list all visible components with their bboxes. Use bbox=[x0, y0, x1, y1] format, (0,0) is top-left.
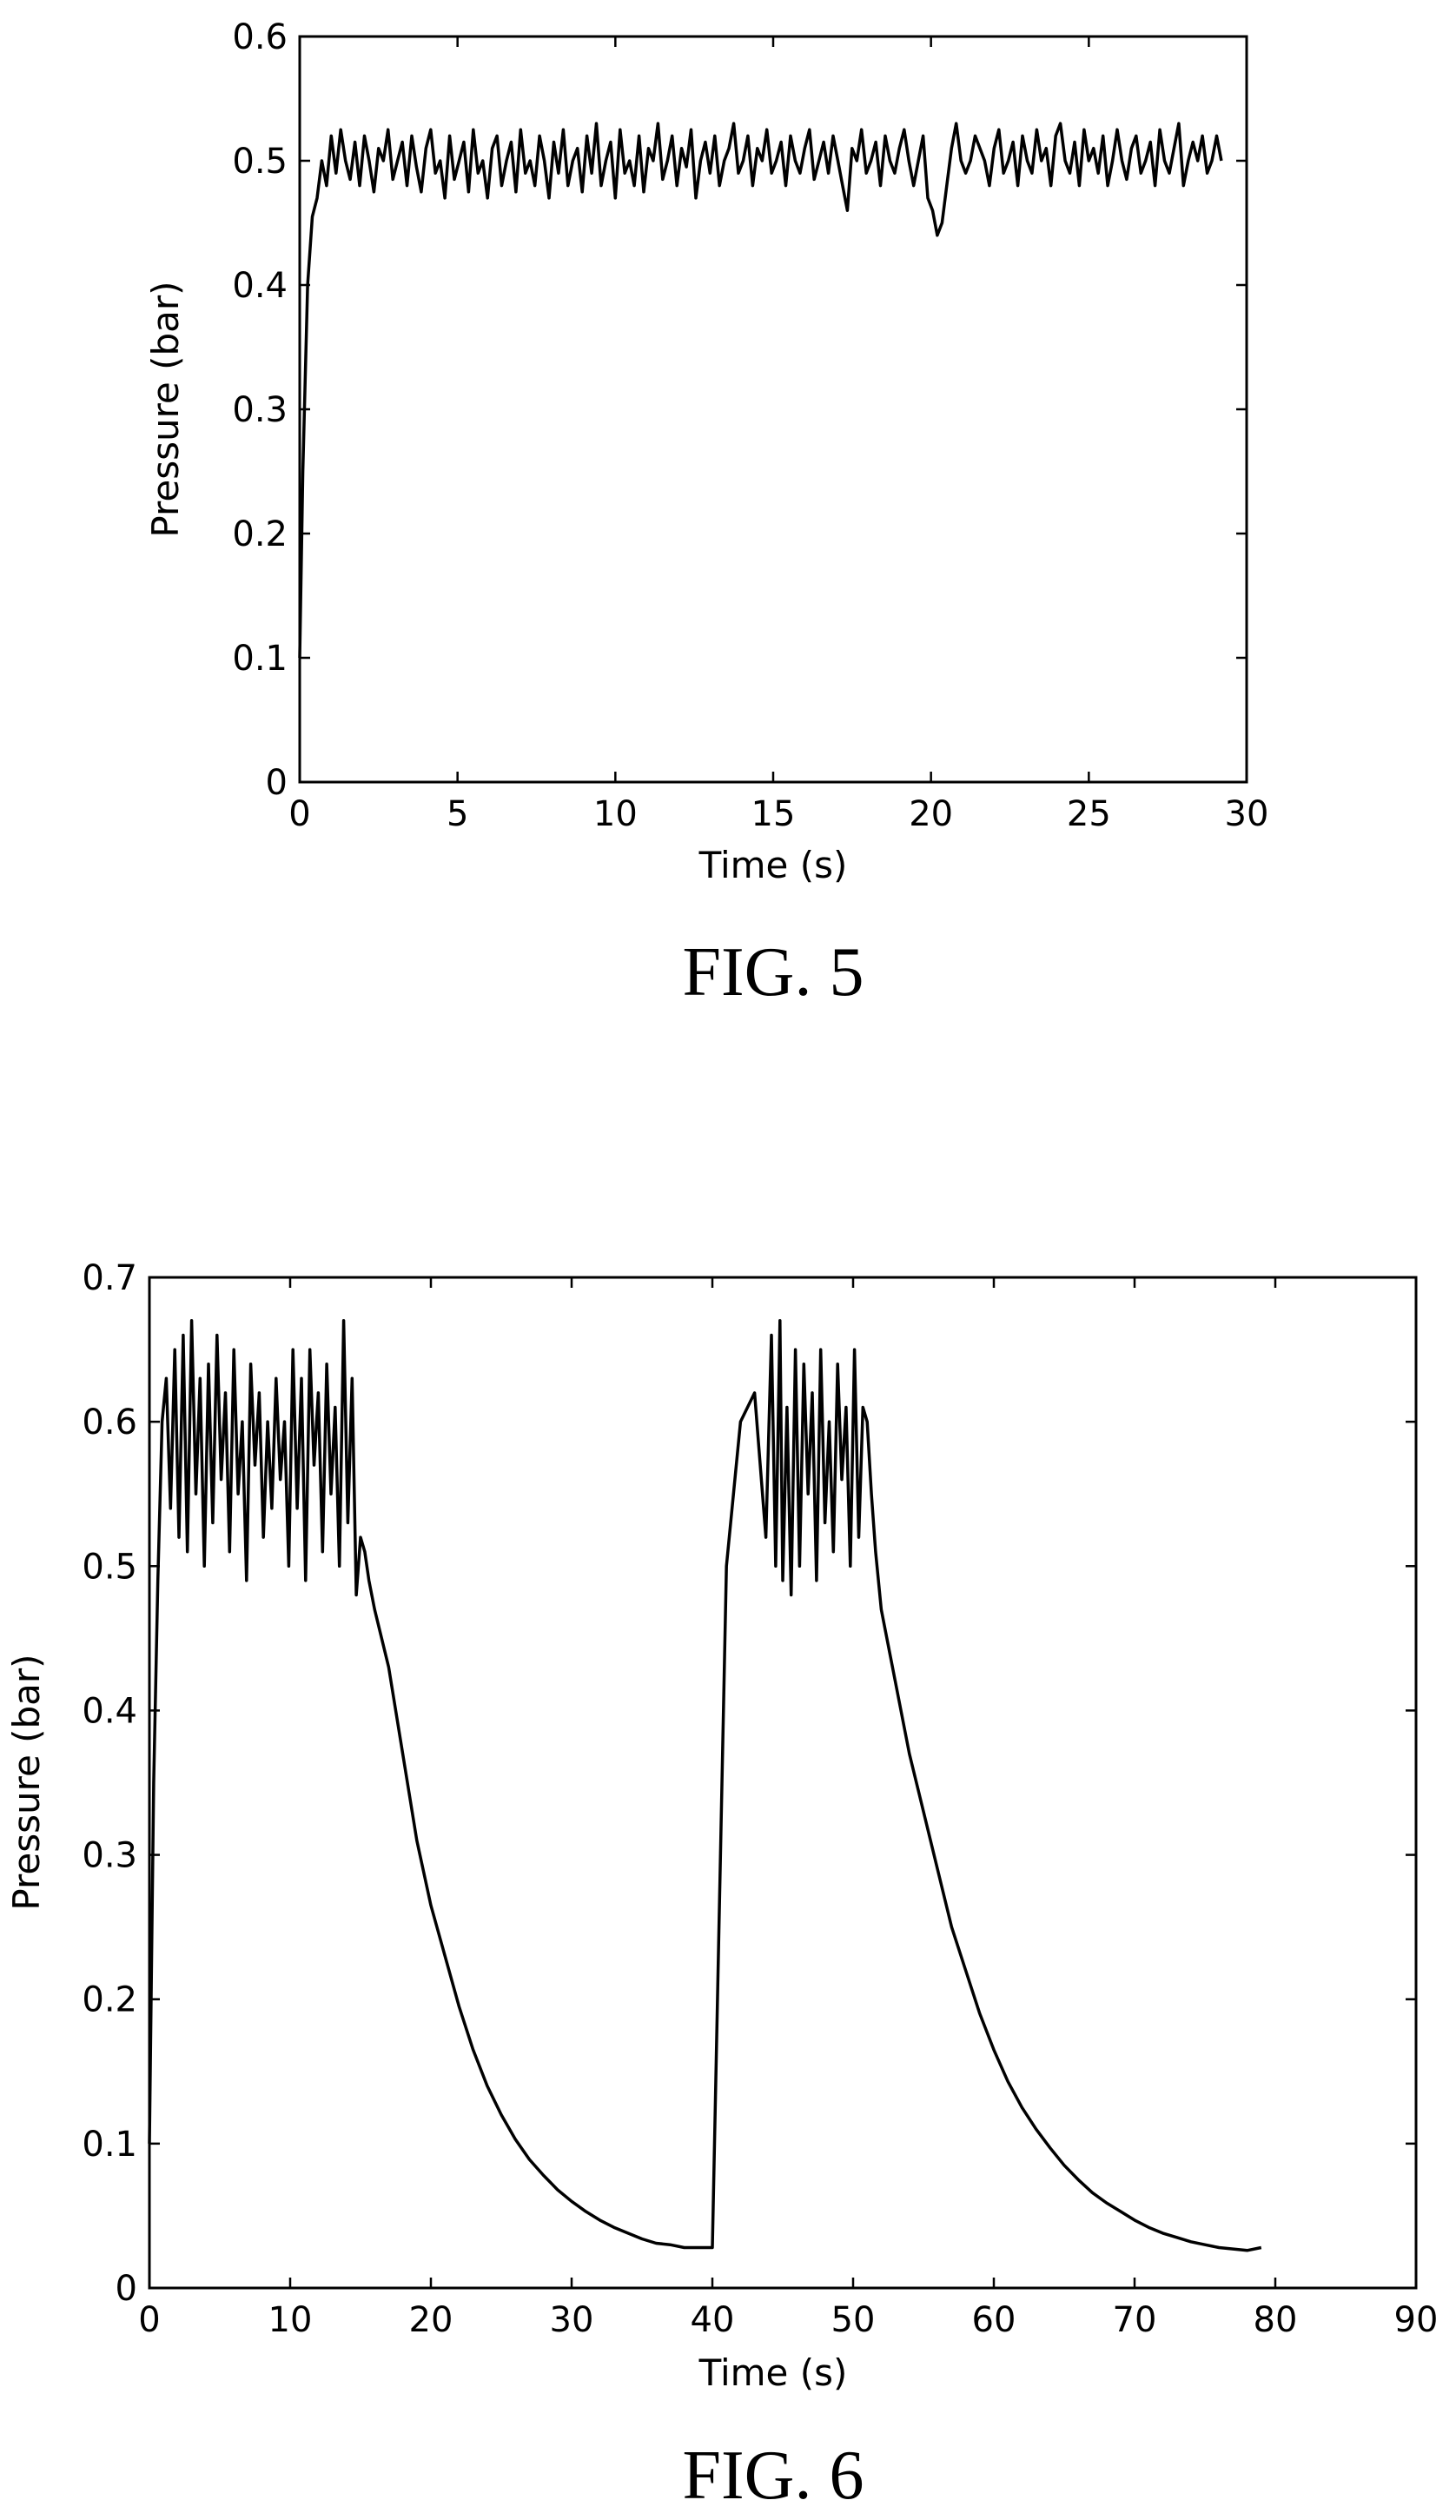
y-tick-label: 0.3 bbox=[82, 1836, 137, 1876]
x-tick-label: 40 bbox=[691, 2300, 735, 2340]
x-tick-label: 0 bbox=[138, 2300, 160, 2340]
x-tick-label: 30 bbox=[1225, 794, 1269, 834]
x-tick-label: 25 bbox=[1067, 794, 1111, 834]
figure-6: 10 20 30 40 50 60 70 80 90 0 0.1 0.2 0.3 0.4 0.5 0.6 0.7… bbox=[5, 1258, 1438, 2514]
y-tick-label: 0.6 bbox=[232, 17, 288, 57]
tick-marks bbox=[148, 1276, 1418, 2290]
x-tick-label: 0 bbox=[288, 794, 310, 834]
y-tick-label: 0.1 bbox=[82, 2125, 137, 2165]
x-tick-label: 10 bbox=[593, 794, 638, 834]
y-tick-label: 0.1 bbox=[232, 639, 288, 679]
y-tick-label: 0.2 bbox=[82, 1980, 137, 2020]
x-tick-label: 10 bbox=[268, 2300, 313, 2340]
figure-caption: FIG. 6 bbox=[683, 2437, 864, 2514]
plot-frame bbox=[148, 1276, 1418, 2290]
x-tick-label: 20 bbox=[909, 794, 953, 834]
pressure-series-line bbox=[148, 1319, 1262, 2252]
y-tick-label: 0 bbox=[266, 763, 288, 803]
tick-labels: 10 20 30 40 50 60 70 80 90 0 0.1 0.2 0.3 0.4 0.5 0.6 0.7… bbox=[82, 1258, 1438, 2340]
y-tick-label: 0.3 bbox=[232, 390, 288, 430]
x-tick-label: 15 bbox=[751, 794, 796, 834]
y-tick-label: 0.4 bbox=[82, 1691, 137, 1731]
y-tick-label: 0 bbox=[116, 2269, 137, 2309]
x-tick-label: 90 bbox=[1394, 2300, 1439, 2340]
y-tick-label: 0.5 bbox=[82, 1547, 137, 1587]
figure-5: 5 10 15 20 25 30 0 0.1 0.2 0.3 0.4 0.5 0.6 0 Time (s)… bbox=[144, 17, 1268, 1011]
y-tick-label: 0.4 bbox=[232, 266, 288, 306]
pressure-series-line bbox=[298, 122, 1223, 659]
x-axis-title: Time (s) bbox=[698, 2351, 848, 2394]
x-tick-label: 20 bbox=[409, 2300, 453, 2340]
x-tick-label: 80 bbox=[1254, 2300, 1298, 2340]
y-axis-title: Pressure (bar) bbox=[144, 281, 187, 537]
x-tick-label: 5 bbox=[447, 794, 468, 834]
x-tick-label: 50 bbox=[831, 2300, 876, 2340]
y-tick-label: 0.5 bbox=[232, 142, 288, 182]
y-tick-label: 0.6 bbox=[82, 1403, 137, 1442]
x-tick-label: 60 bbox=[972, 2300, 1016, 2340]
tick-labels: 5 10 15 20 25 30 0 0.1 0.2 0.3 0.4 0.5 0.6 0 bbox=[232, 17, 1268, 834]
x-axis-title: Time (s) bbox=[698, 844, 848, 886]
x-tick-label: 30 bbox=[550, 2300, 594, 2340]
y-axis-title: Pressure (bar) bbox=[5, 1654, 48, 1910]
tick-marks bbox=[298, 35, 1248, 784]
y-tick-label: 0.2 bbox=[232, 514, 288, 554]
y-tick-label: 0.7 bbox=[82, 1258, 137, 1298]
x-tick-label: 70 bbox=[1113, 2300, 1157, 2340]
figure-caption: FIG. 5 bbox=[683, 934, 864, 1011]
